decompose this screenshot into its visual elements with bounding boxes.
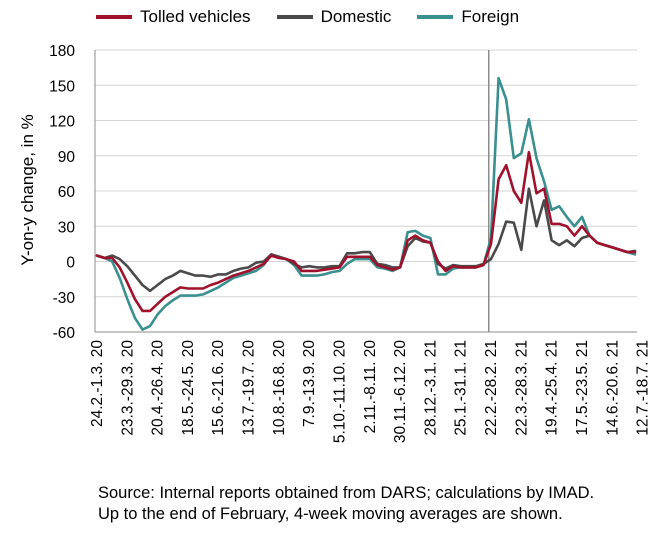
- y-axis: -60 -30 0 30 60 90 120 150 180: [49, 43, 96, 342]
- chart-legend: Tolled vehicles Domestic Foreign: [96, 7, 519, 27]
- source-line-1: Source: Internal reports obtained from D…: [98, 484, 595, 502]
- x-tick-label: 25.1.-31.1. 21: [453, 340, 470, 436]
- x-tick-label: 23.3.-29.3. 20: [119, 340, 136, 436]
- source-line-2: Up to the end of February, 4-week moving…: [98, 505, 563, 523]
- y-tick-label: 60: [58, 184, 76, 201]
- legend-swatch-domestic: [276, 15, 313, 19]
- x-tick-label: 20.4.-26.4. 20: [150, 340, 167, 436]
- x-tick-label: 13.7.-19.7. 20: [241, 340, 258, 436]
- y-tick-label: 30: [58, 219, 76, 236]
- series-line-foreign: [95, 76, 637, 331]
- y-tick-label: 120: [49, 114, 75, 131]
- legend-item-domestic: Domestic: [276, 7, 392, 27]
- grid: [95, 49, 637, 333]
- x-tick-label: 28.12.-3.1. 21: [422, 340, 439, 436]
- x-tick-label: 30.11.-6.12. 20: [392, 340, 409, 444]
- x-tick-label: 24.2.-1.3. 20: [89, 340, 106, 427]
- y-axis-label: Y-on-y change, in %: [18, 114, 37, 266]
- legend-label-foreign: Foreign: [461, 7, 520, 26]
- y-tick-label: 180: [49, 43, 75, 60]
- x-tick-label: 22.2.-28.2. 21: [483, 340, 500, 436]
- x-tick-label: 10.8.-16.8. 20: [271, 340, 288, 436]
- legend-swatch-foreign: [417, 15, 454, 19]
- series-line-domestic: [95, 187, 637, 293]
- x-tick-label: 19.4.-25.4. 21: [544, 340, 561, 436]
- x-tick-label: 7.9.-13.9. 20: [301, 340, 318, 427]
- x-tick-label: 22.3.-28.3. 21: [513, 340, 530, 436]
- legend-item-tolled: Tolled vehicles: [96, 7, 251, 27]
- x-tick-label: 5.10.-11.10. 20: [331, 340, 348, 444]
- legend-label-domestic: Domestic: [320, 7, 392, 26]
- x-tick-label: 12.7.-18.7. 21: [635, 340, 650, 436]
- y-tick-label: 150: [49, 78, 75, 95]
- x-tick-label: 15.6.-21.6. 20: [210, 340, 227, 436]
- x-tick-label: 2.11.-8.11. 20: [362, 340, 379, 434]
- series-lines: [95, 76, 637, 331]
- x-tick-label: 17.5.-23.5. 21: [574, 340, 591, 436]
- source-note: Source: Internal reports obtained from D…: [98, 483, 594, 525]
- legend-label-tolled: Tolled vehicles: [140, 7, 251, 26]
- y-tick-label: -60: [53, 325, 76, 342]
- x-tick-label: 18.5.-24.5. 20: [180, 340, 197, 436]
- y-tick-label: -30: [53, 290, 76, 307]
- series-line-tolled-vehicles: [95, 150, 637, 313]
- y-tick-label: 90: [58, 149, 76, 166]
- legend-item-foreign: Foreign: [417, 7, 519, 27]
- x-tick-label: 14.6.-20.6. 21: [604, 340, 621, 436]
- x-axis: 24.2.-1.3. 20 23.3.-29.3. 20 20.4.-26.4. 2…: [89, 331, 650, 444]
- legend-swatch-tolled: [96, 15, 132, 19]
- y-tick-label: 0: [66, 255, 75, 272]
